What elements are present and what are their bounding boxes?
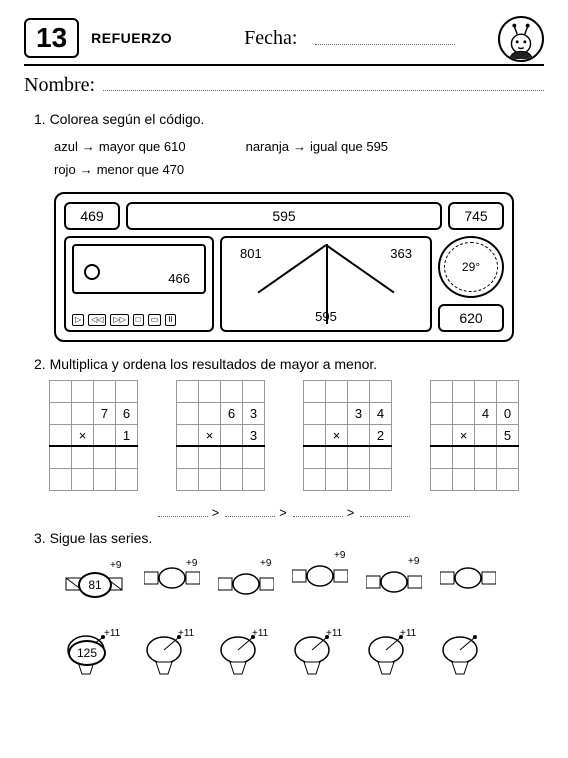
tape-deck[interactable]: 466 ▷◁◁▷▷□▭II xyxy=(64,236,214,332)
legend-naranja-rule: igual que 595 xyxy=(310,139,388,154)
radio-illustration: 469 595 745 466 ▷◁◁▷▷□▭II 801 363 595 29… xyxy=(54,192,514,342)
legend-azul: azul xyxy=(54,139,78,154)
radio-panel-595-top[interactable]: 595 xyxy=(126,202,442,230)
increment-label: +9 xyxy=(110,560,121,571)
satellite-4[interactable]: +9 xyxy=(292,560,348,599)
radio-num-801: 801 xyxy=(240,246,262,261)
fecha-input-line[interactable] xyxy=(315,31,455,45)
task1-title: 1. Colorea según el código. xyxy=(34,111,544,127)
radio-center-panel[interactable]: 801 363 595 xyxy=(220,236,432,332)
radio-num-595b: 595 xyxy=(315,309,337,324)
radio-panel-469[interactable]: 469 xyxy=(64,202,120,230)
satellite-1[interactable]: 81 +9 xyxy=(64,566,124,605)
series-illustration: 81 +9 +9 +9 +9 +9 125 +11 +11 +11 +11 +1… xyxy=(34,554,534,694)
dish-1[interactable]: 125 +11 xyxy=(64,632,120,679)
satellite-2[interactable]: +9 xyxy=(144,562,200,601)
dish-3[interactable]: +11 xyxy=(216,632,268,679)
increment-label: +11 xyxy=(104,628,120,639)
nombre-label: Nombre: xyxy=(24,74,95,97)
order-row[interactable]: >>> xyxy=(24,505,544,520)
dish-2[interactable]: +11 xyxy=(142,632,194,679)
radio-panel-466: 466 xyxy=(168,271,190,286)
task2-title: 2. Multiplica y ordena los resultados de… xyxy=(34,356,544,372)
arrow-icon: → xyxy=(80,162,93,177)
mult-grid-1[interactable]: 76×1 xyxy=(49,380,138,491)
radio-num-363: 363 xyxy=(390,246,412,261)
unit-number: 13 xyxy=(24,18,79,58)
fecha-label: Fecha: xyxy=(244,27,297,50)
header: 13 REFUERZO Fecha: xyxy=(24,18,544,58)
color-legend: azul→mayor que 610 naranja→igual que 595… xyxy=(54,135,544,182)
arrow-icon: → xyxy=(293,139,306,154)
dial-value: 29° xyxy=(462,260,480,274)
mult-grid-3[interactable]: 34×2 xyxy=(303,380,392,491)
legend-rojo: rojo xyxy=(54,162,76,177)
satellite-3[interactable]: +9 xyxy=(218,568,274,607)
radio-panel-745[interactable]: 745 xyxy=(448,202,504,230)
mult-grid-2[interactable]: 63×3 xyxy=(176,380,265,491)
dish-5[interactable]: +11 xyxy=(364,632,416,679)
worksheet-page: 13 REFUERZO Fecha: Nombre: 1. Colorea se… xyxy=(0,0,568,758)
header-divider xyxy=(24,64,544,66)
dish-6[interactable] xyxy=(438,632,490,679)
radio-panel-620[interactable]: 620 xyxy=(438,304,504,332)
nombre-row: Nombre: xyxy=(24,74,544,97)
series-start-bottom: 125 xyxy=(68,640,106,666)
mult-grid-4[interactable]: 40×5 xyxy=(430,380,519,491)
avatar-icon xyxy=(498,16,544,62)
multiplication-grids: 76×1 63×3 34×2 40×5 xyxy=(30,380,538,491)
series-start-top: 81 xyxy=(78,572,112,598)
task3-title: 3. Sigue las series. xyxy=(34,530,544,546)
legend-naranja: naranja xyxy=(246,139,289,154)
arrow-icon: → xyxy=(82,139,95,154)
satellite-5[interactable]: +9 xyxy=(366,566,422,605)
radio-dial[interactable]: 29° xyxy=(438,236,504,298)
refuerzo-label: REFUERZO xyxy=(91,30,172,46)
legend-azul-rule: mayor que 610 xyxy=(99,139,186,154)
nombre-input-line[interactable] xyxy=(103,77,544,91)
satellite-6[interactable] xyxy=(440,562,496,601)
dish-4[interactable]: +11 xyxy=(290,632,342,679)
tape-buttons: ▷◁◁▷▷□▭II xyxy=(72,314,206,326)
legend-rojo-rule: menor que 470 xyxy=(97,162,184,177)
